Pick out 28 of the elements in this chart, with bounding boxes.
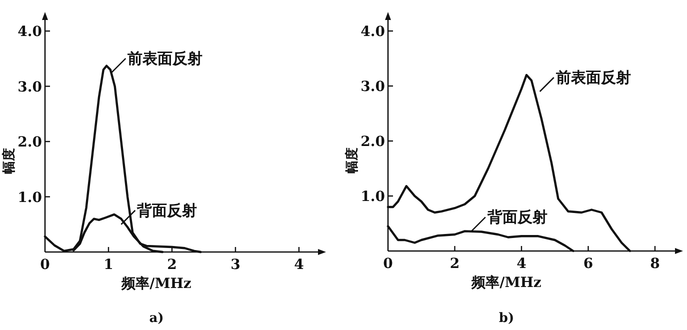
y-tick-label: 4.0 xyxy=(18,24,42,40)
y-axis-title: 幅度 xyxy=(344,148,360,174)
annotation: 背面反射 xyxy=(486,208,548,226)
y-tick-label: 4.0 xyxy=(360,24,386,40)
annotation: 前表面反射 xyxy=(554,68,631,86)
y-axis-title: 幅度 xyxy=(1,148,17,174)
x-tick-label: 0 xyxy=(383,256,394,272)
y-tick-label: 2.0 xyxy=(360,134,386,150)
x-tick-label: 4 xyxy=(294,257,304,273)
x-axis-title: 频率/MHz xyxy=(470,274,542,291)
x-tick-label: 0 xyxy=(40,257,50,273)
x-tick-label: 1 xyxy=(104,257,114,273)
y-tick-label: 1.0 xyxy=(360,189,386,205)
text: a) xyxy=(149,311,164,326)
x-tick-label: 8 xyxy=(650,256,660,272)
text: b) xyxy=(498,311,514,326)
y-tick-label: 3.0 xyxy=(360,79,386,95)
x-axis-title: 频率/MHz xyxy=(120,275,192,292)
y-tick-label: 3.0 xyxy=(18,79,42,96)
annotation: 前表面反射 xyxy=(126,49,203,68)
annotation: 背面反射 xyxy=(136,201,198,220)
x-tick-label: 2 xyxy=(167,257,177,273)
x-tick-label: 2 xyxy=(450,256,460,272)
x-tick-label: 6 xyxy=(583,256,594,272)
x-tick-label: 4 xyxy=(516,256,527,272)
y-tick-label: 1.0 xyxy=(18,190,42,206)
x-tick-label: 3 xyxy=(230,257,240,273)
y-tick-label: 2.0 xyxy=(18,134,42,151)
